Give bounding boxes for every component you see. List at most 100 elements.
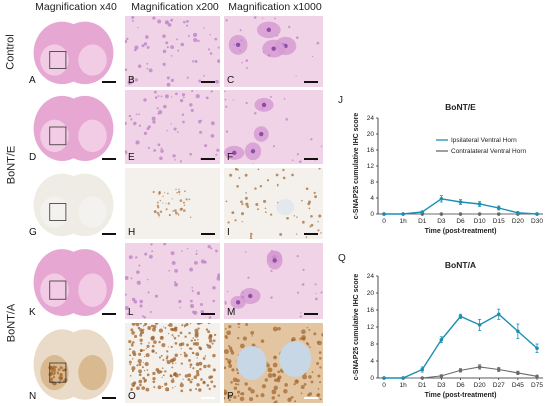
scale-bar: [201, 81, 215, 83]
data-point: [458, 212, 463, 216]
legend-label: Contralateral Ventral Horn: [451, 148, 527, 155]
data-point: [382, 376, 386, 380]
x-tick-label: D20: [474, 382, 486, 389]
y-tick-label: 20: [367, 131, 375, 138]
micrograph-panel-m: M: [224, 243, 323, 319]
panel-label: I: [227, 227, 230, 238]
micrograph-panel-f: F: [224, 90, 323, 164]
x-tick-label: D1: [418, 218, 427, 225]
legend-label: Ipsilateral Ventral Horn: [451, 137, 517, 144]
data-point: [420, 367, 425, 372]
data-point: [458, 314, 463, 319]
y-tick-label: 24: [367, 115, 375, 122]
panel-label: A: [29, 75, 36, 86]
column-header-x200: Magnification x200: [131, 1, 219, 13]
x-axis-label: Time (post-treatment): [425, 228, 497, 235]
micrograph-panel-h: H: [125, 168, 220, 239]
scale-bar: [304, 233, 318, 235]
y-tick-label: 16: [367, 147, 375, 154]
micrograph-panel-g: G: [26, 168, 121, 239]
x-tick-label: D75: [531, 382, 543, 389]
panel-label: H: [128, 227, 136, 238]
y-tick-label: 0: [370, 375, 374, 382]
micrograph-panel-p: P: [224, 323, 323, 403]
panel-label: M: [227, 307, 236, 318]
y-tick-label: 12: [367, 324, 375, 331]
panel-label: D: [29, 152, 37, 163]
data-point: [496, 212, 501, 216]
scale-bar: [304, 313, 318, 315]
scale-bar: [102, 81, 116, 83]
panel-label: K: [29, 307, 36, 318]
chart-bont-e: J BoNT/E 0 4 8 12 16 20 24 0 1h D1 D3 D6 D10 D15 D20 D30 T…: [336, 94, 550, 242]
panel-label: C: [227, 75, 235, 86]
data-point: [516, 371, 520, 375]
data-point: [496, 367, 501, 372]
scale-bar: [304, 397, 318, 399]
panel-label: L: [128, 307, 134, 318]
x-tick-label: D3: [437, 382, 446, 389]
scale-bar: [102, 158, 116, 160]
scale-bar: [201, 233, 215, 235]
scale-bar: [102, 313, 116, 315]
x-axis-label: Time (post-treatment): [425, 392, 497, 399]
data-point: [458, 200, 463, 204]
panel-label: F: [227, 152, 234, 163]
data-point: [439, 374, 444, 378]
micrograph-panel-a: A: [26, 16, 121, 87]
x-tick-label: D1: [418, 382, 427, 389]
chart-letter: Q: [338, 253, 346, 264]
y-tick-label: 4: [370, 358, 374, 365]
panel-label: E: [128, 152, 135, 163]
column-header-x40: Magnification x40: [35, 1, 117, 13]
x-tick-label: D6: [456, 218, 465, 225]
column-header-x1000: Magnification x1000: [228, 1, 322, 13]
panel-label: O: [128, 391, 136, 402]
row-header-bont-a: BoNT/A: [5, 303, 18, 343]
micrograph-panel-l: L: [125, 243, 220, 319]
data-point: [535, 212, 539, 216]
scale-bar: [201, 158, 215, 160]
scale-bar: [304, 158, 318, 160]
micrograph-panel-n: N: [26, 323, 121, 403]
data-point: [516, 211, 520, 215]
data-point: [535, 346, 539, 351]
y-tick-label: 0: [370, 211, 374, 218]
data-point: [382, 212, 386, 216]
data-point: [420, 210, 425, 214]
panel-label: P: [227, 391, 234, 402]
scale-bar: [102, 233, 116, 235]
x-tick-label: D10: [474, 218, 486, 225]
row-header-control: Control: [5, 33, 17, 70]
micrograph-panel-i: I: [224, 168, 323, 239]
y-axis-label: c-SNAP25 cumulative IHC score: [353, 113, 360, 220]
panel-label: G: [29, 227, 37, 238]
y-tick-label: 8: [370, 341, 374, 348]
y-tick-label: 16: [367, 307, 375, 314]
row-header-bont-e: BoNT/E: [5, 145, 18, 185]
micrograph-panel-e: E: [125, 90, 220, 164]
data-point: [439, 212, 444, 216]
data-point: [477, 365, 482, 369]
micrograph-panel-b: B: [125, 16, 220, 87]
x-tick-label: D6: [456, 382, 465, 389]
micrograph-panel-d: D: [26, 90, 121, 164]
panel-label: B: [128, 75, 135, 86]
x-tick-label: D27: [493, 382, 505, 389]
chart-title: BoNT/A: [445, 260, 476, 270]
data-point: [439, 337, 444, 342]
x-tick-label: D30: [531, 218, 543, 225]
data-point: [516, 329, 520, 334]
scale-bar: [201, 397, 215, 399]
x-tick-label: 1h: [400, 382, 408, 389]
y-tick-label: 12: [367, 163, 375, 170]
y-tick-label: 4: [370, 195, 374, 202]
chart-title: BoNT/E: [445, 102, 476, 112]
x-tick-label: D20: [512, 218, 524, 225]
scale-bar: [201, 313, 215, 315]
y-axis-label: c-SNAP25 cumulative IHC score: [353, 274, 360, 381]
x-tick-label: D3: [437, 218, 446, 225]
data-point: [477, 323, 482, 327]
y-tick-label: 8: [370, 179, 374, 186]
data-point: [496, 206, 501, 210]
